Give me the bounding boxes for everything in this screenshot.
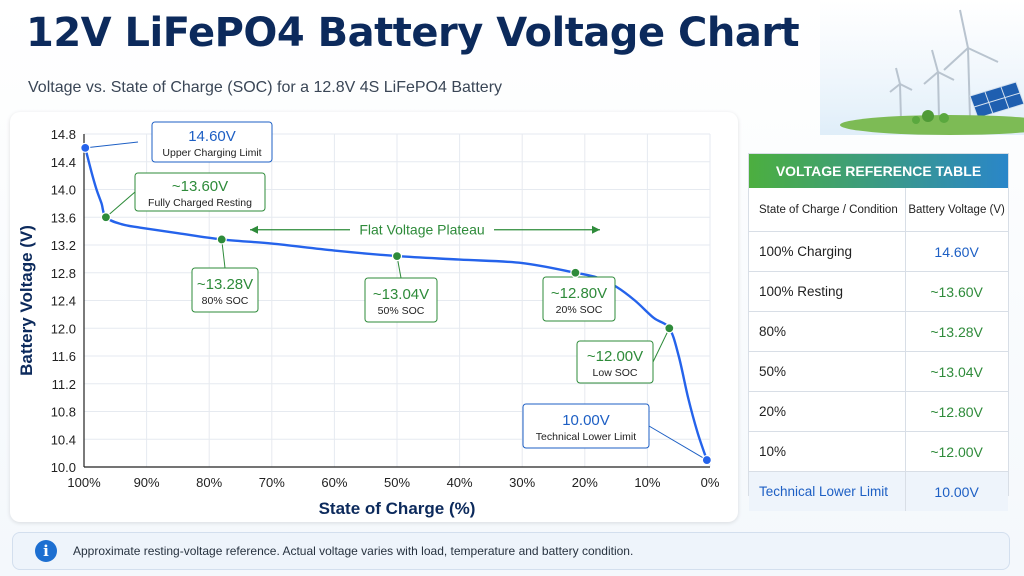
callout-desc: Upper Charging Limit <box>162 147 261 159</box>
chart-card: 100% 90% 80% 70% 60% 50% 40% 30% 20% 10% 0% 14.8 14.… <box>10 112 738 522</box>
table-cell-condition: 20% <box>749 391 906 432</box>
plateau-label: Flat Voltage Plateau <box>359 222 484 238</box>
y-axis-label: Battery Voltage (V) <box>17 225 36 376</box>
x-tick-label: 20% <box>572 475 598 490</box>
info-bar: i Approximate resting-voltage reference.… <box>12 532 1010 570</box>
x-tick-label: 10% <box>634 475 660 490</box>
table-cell-condition: 100% Charging <box>749 231 906 272</box>
table-cell-voltage: ~13.04V <box>905 351 1008 392</box>
y-tick-label: 14.8 <box>51 127 76 142</box>
y-tick-label: 13.6 <box>51 210 76 225</box>
callout-desc: Low SOC <box>593 367 638 379</box>
info-text: Approximate resting-voltage reference. A… <box>73 544 634 558</box>
table-row: 10% ~12.00V <box>749 431 1008 472</box>
table-cell-condition: Technical Lower Limit <box>749 471 906 511</box>
callout-desc: 20% SOC <box>556 304 603 316</box>
table-row: 80% ~13.28V <box>749 311 1008 352</box>
wind-turbine-icon <box>889 9 999 121</box>
y-tick-label: 12.0 <box>51 321 76 336</box>
y-tick-label: 14.4 <box>51 155 76 170</box>
table-cell-condition: 50% <box>749 351 906 392</box>
callout-box <box>364 277 438 323</box>
callout-value: 10.00V <box>562 412 610 429</box>
callout-leader <box>85 141 139 149</box>
callout-value: ~12.00V <box>587 348 643 365</box>
table-title: VOLTAGE REFERENCE TABLE <box>749 154 1008 188</box>
table-row: 100% Charging 14.60V <box>749 231 1008 272</box>
x-tick-label: 0% <box>701 475 720 490</box>
y-tick-label: 14.0 <box>51 183 76 198</box>
callout-desc: Fully Charged Resting <box>148 197 252 209</box>
renewable-energy-illustration <box>820 0 1024 135</box>
y-tick-label: 10.8 <box>51 405 76 420</box>
x-tick-label: 90% <box>134 475 160 490</box>
y-tick-label: 10.0 <box>51 460 76 475</box>
table-cell-condition: 10% <box>749 431 906 472</box>
table-cell-voltage: 14.60V <box>905 231 1008 272</box>
callout-value: 14.60V <box>188 128 236 145</box>
table-cell-voltage: ~12.00V <box>905 431 1008 472</box>
callout-value: ~13.28V <box>197 276 253 293</box>
x-tick-label: 80% <box>196 475 222 490</box>
callout-box <box>151 121 273 163</box>
table-cell-voltage: 10.00V <box>905 471 1008 511</box>
table-cell-voltage: ~12.80V <box>905 391 1008 432</box>
page-subtitle: Voltage vs. State of Charge (SOC) for a … <box>28 79 503 96</box>
table-cell-voltage: ~13.60V <box>905 271 1008 312</box>
x-tick-label: 50% <box>384 475 410 490</box>
table-row: Technical Lower Limit 10.00V <box>749 471 1008 511</box>
data-point-marker <box>100 212 112 223</box>
y-tick-label: 12.4 <box>51 294 76 309</box>
callout-desc: 50% SOC <box>378 305 425 317</box>
callout-box <box>191 267 259 313</box>
solar-panel-icon <box>969 81 1024 119</box>
y-tick-label: 12.8 <box>51 266 76 281</box>
y-tick-label: 13.2 <box>51 238 76 253</box>
data-point-marker <box>664 323 675 334</box>
table-row: 50% ~13.04V <box>749 351 1008 392</box>
callout-box <box>576 340 654 384</box>
table-header-condition: State of Charge / Condition <box>749 188 906 232</box>
y-tick-label: 11.2 <box>52 377 76 392</box>
data-point-marker <box>391 251 403 262</box>
callout-box <box>134 172 266 212</box>
table-cell-condition: 80% <box>749 311 906 352</box>
plateau-arrowhead-right <box>592 225 600 234</box>
callout-box <box>522 403 650 449</box>
callout-leader <box>652 328 670 363</box>
page-title: 12V LiFePO4 Battery Voltage Chart <box>26 10 800 56</box>
data-point-marker <box>216 234 227 245</box>
table-header-voltage: Battery Voltage (V) <box>905 188 1008 232</box>
callout-value: ~12.80V <box>551 285 607 302</box>
y-tick-label: 11.6 <box>52 349 76 364</box>
callout-value: ~13.60V <box>172 178 228 195</box>
x-tick-label: 40% <box>447 475 473 490</box>
y-tick-label: 10.4 <box>51 432 76 447</box>
voltage-reference-table: VOLTAGE REFERENCE TABLE State of Charge … <box>748 153 1009 511</box>
table-row: 100% Resting ~13.60V <box>749 271 1008 312</box>
data-point-marker <box>570 267 581 278</box>
callout-box <box>542 276 616 322</box>
table-row: 20% ~12.80V <box>749 391 1008 432</box>
data-point-marker <box>80 142 91 153</box>
x-tick-label: 30% <box>509 475 535 490</box>
x-tick-label: 100% <box>67 475 101 490</box>
callout-desc: Technical Lower Limit <box>536 431 636 443</box>
callout-leader <box>105 191 136 218</box>
info-icon: i <box>35 540 57 562</box>
data-point-marker <box>701 454 712 466</box>
callout-value: ~13.04V <box>373 286 429 303</box>
x-axis-label: State of Charge (%) <box>319 499 476 518</box>
callout-desc: 80% SOC <box>202 295 249 307</box>
voltage-chart: 100% 90% 80% 70% 60% 50% 40% 30% 20% 10% 0% 14.8 14.… <box>17 121 720 518</box>
table-cell-voltage: ~13.28V <box>905 311 1008 352</box>
plateau-arrowhead-left <box>250 225 258 234</box>
table-cell-condition: 100% Resting <box>749 271 906 312</box>
x-tick-label: 60% <box>321 475 347 490</box>
x-tick-label: 70% <box>259 475 285 490</box>
reference-table: State of Charge / Condition Battery Volt… <box>749 188 1008 511</box>
callout-leader <box>648 425 708 461</box>
